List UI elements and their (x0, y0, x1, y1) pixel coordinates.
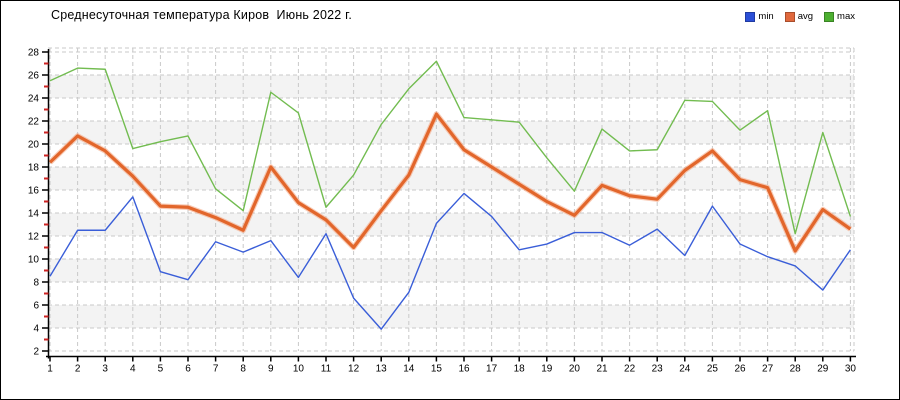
legend-label-avg: avg (797, 11, 814, 22)
x-axis-label: 20 (569, 364, 581, 375)
x-axis-label: 1 (47, 364, 53, 375)
legend-label-max: max (837, 11, 855, 22)
y-axis-label: 12 (28, 232, 40, 243)
x-axis-label: 16 (458, 364, 470, 375)
x-axis-label: 9 (268, 364, 274, 375)
x-axis-label: 8 (240, 364, 246, 375)
y-axis-label: 4 (33, 324, 39, 335)
x-axis-label: 5 (158, 364, 164, 375)
avg-series-line (48, 112, 852, 253)
y-axis-label: 10 (28, 255, 40, 266)
plot-band (48, 75, 854, 98)
x-axis-label: 2 (75, 364, 81, 375)
y-axis-label: 16 (28, 186, 40, 197)
x-axis-label: 17 (486, 364, 498, 375)
x-axis-label: 24 (679, 364, 691, 375)
legend-item-avg: avg (784, 11, 814, 22)
y-axis-label: 28 (28, 48, 40, 59)
x-axis-label: 19 (541, 364, 553, 375)
x-axis-label: 30 (845, 364, 857, 375)
x-axis-label: 29 (817, 364, 829, 375)
x-axis-label: 6 (185, 364, 191, 375)
x-axis-label: 23 (652, 364, 664, 375)
plot-band (48, 213, 854, 236)
plot-band (48, 305, 854, 328)
x-axis-label: 26 (734, 364, 746, 375)
x-axis-label: 14 (403, 364, 415, 375)
x-axis-label: 21 (596, 364, 608, 375)
plot-band (48, 259, 854, 282)
y-axis-label: 18 (28, 163, 40, 174)
y-axis-label: 26 (28, 71, 40, 82)
y-axis-label: 8 (33, 278, 39, 289)
max-series-line (49, 60, 852, 235)
x-axis-label: 11 (321, 364, 332, 375)
avg-series-swatch-icon (784, 11, 795, 22)
x-axis-label: 28 (790, 364, 802, 375)
max-series-swatch-icon (824, 11, 835, 22)
x-axis-label: 27 (762, 364, 774, 375)
y-axis-label: 22 (28, 117, 40, 128)
x-axis-label: 13 (376, 364, 388, 375)
y-axis-label: 2 (33, 347, 39, 358)
x-axis-label: 25 (707, 364, 719, 375)
y-axis-label: 14 (28, 209, 40, 220)
legend-item-min: min (745, 11, 774, 22)
y-axis-label: 20 (28, 140, 40, 151)
legend-label-min: min (758, 11, 774, 22)
x-axis-label: 3 (102, 364, 108, 375)
x-axis-label: 18 (514, 364, 526, 375)
x-axis-label: 15 (431, 364, 443, 375)
x-axis-label: 10 (293, 364, 305, 375)
x-axis-label: 4 (130, 364, 136, 375)
legend: min avg max (745, 11, 855, 22)
min-series-swatch-icon (745, 11, 756, 22)
chart-title: Среднесуточная температура Киров Июнь 20… (51, 8, 352, 22)
x-axis-label: 22 (624, 364, 636, 375)
y-axis-label: 6 (33, 301, 39, 312)
legend-item-max: max (824, 11, 855, 22)
min-series-line (49, 192, 851, 330)
x-axis-label: 7 (213, 364, 219, 375)
x-axis-label: 12 (348, 364, 360, 375)
y-axis-label: 24 (28, 94, 40, 105)
